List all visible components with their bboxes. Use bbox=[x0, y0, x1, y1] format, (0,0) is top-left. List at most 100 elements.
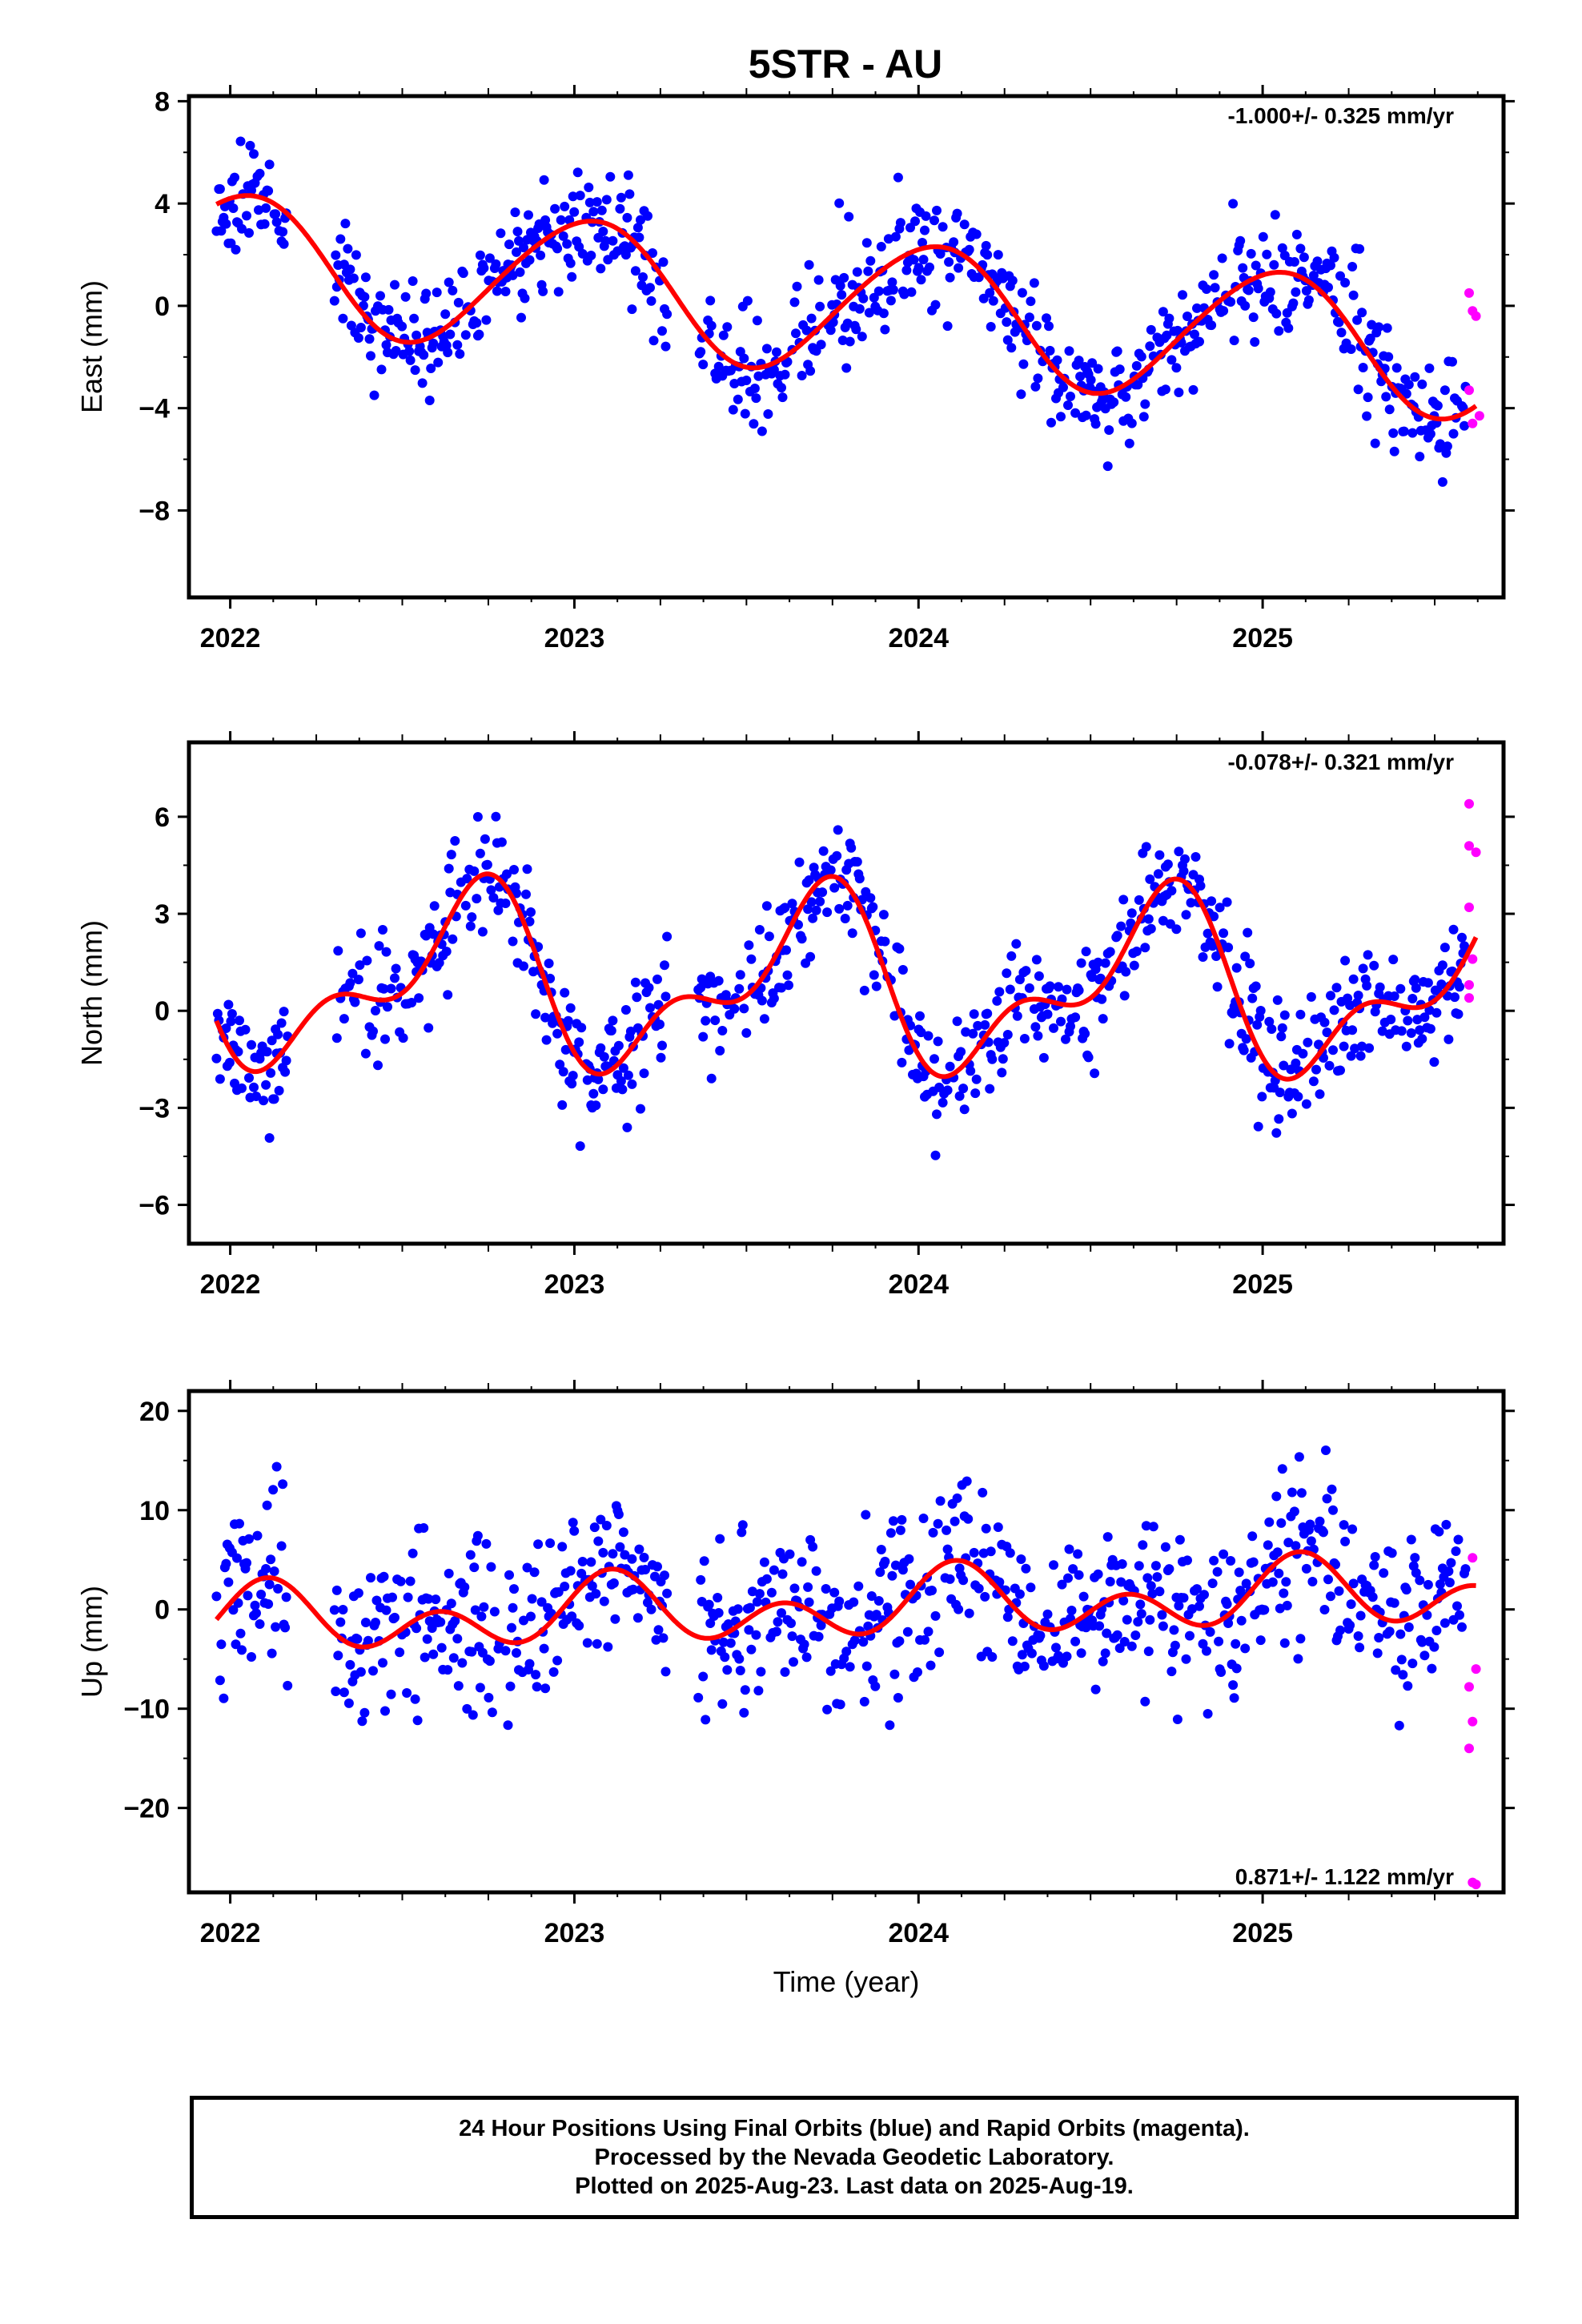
final-point bbox=[1369, 960, 1379, 971]
final-point bbox=[746, 1644, 757, 1655]
final-point bbox=[772, 1626, 781, 1637]
final-point bbox=[1198, 952, 1208, 962]
final-point bbox=[1353, 1631, 1363, 1641]
final-point bbox=[355, 1667, 366, 1677]
final-point bbox=[739, 1707, 749, 1718]
final-point bbox=[577, 248, 588, 259]
final-point bbox=[1301, 1563, 1311, 1574]
final-point bbox=[1052, 355, 1062, 365]
final-point bbox=[1042, 1009, 1053, 1019]
final-point bbox=[235, 136, 246, 147]
final-point bbox=[271, 1622, 281, 1632]
final-point bbox=[1274, 326, 1284, 336]
final-point bbox=[569, 207, 580, 217]
final-point bbox=[1158, 915, 1168, 926]
final-point bbox=[921, 211, 931, 221]
final-point bbox=[338, 1605, 348, 1614]
y-axis-label: Up (mm) bbox=[75, 1586, 108, 1698]
final-point bbox=[1203, 1709, 1213, 1719]
final-point bbox=[1331, 1559, 1340, 1570]
final-point bbox=[970, 1088, 981, 1099]
final-point bbox=[876, 242, 886, 251]
final-point bbox=[1450, 992, 1460, 1003]
final-point bbox=[828, 317, 838, 328]
final-point bbox=[1162, 330, 1172, 340]
final-point bbox=[1141, 1521, 1151, 1531]
final-point bbox=[1403, 1681, 1413, 1691]
final-point bbox=[247, 1652, 256, 1662]
final-point bbox=[601, 1521, 612, 1530]
y-tick-label: 4 bbox=[155, 189, 170, 219]
final-point bbox=[1202, 1646, 1211, 1656]
final-point bbox=[403, 1592, 413, 1602]
final-point bbox=[1119, 991, 1130, 1001]
final-point bbox=[722, 1665, 733, 1675]
final-point bbox=[932, 1109, 942, 1120]
final-point bbox=[586, 1557, 596, 1567]
final-point bbox=[787, 1631, 797, 1642]
final-point bbox=[1372, 1648, 1383, 1659]
final-point bbox=[797, 371, 807, 380]
final-point bbox=[1153, 869, 1163, 879]
final-point bbox=[753, 1686, 764, 1696]
plot-frame bbox=[187, 1389, 1506, 1895]
final-point bbox=[568, 1071, 578, 1081]
final-point bbox=[1070, 1636, 1081, 1647]
x-tick-label: 2022 bbox=[200, 1269, 261, 1300]
final-point bbox=[878, 308, 889, 319]
final-point bbox=[244, 227, 254, 238]
final-point bbox=[861, 238, 872, 248]
rapid-point bbox=[1474, 411, 1484, 421]
final-point bbox=[1148, 1522, 1158, 1532]
final-point bbox=[959, 219, 970, 230]
final-point bbox=[1283, 323, 1294, 333]
final-point bbox=[1275, 1088, 1285, 1098]
final-point bbox=[589, 1522, 600, 1533]
final-point bbox=[440, 309, 451, 320]
final-point bbox=[1219, 1549, 1229, 1559]
final-point bbox=[1328, 1505, 1338, 1515]
final-point bbox=[1384, 1626, 1395, 1637]
final-point bbox=[1236, 1615, 1247, 1626]
final-point bbox=[450, 836, 460, 846]
final-point bbox=[873, 286, 884, 296]
final-point bbox=[754, 1589, 765, 1599]
final-point bbox=[869, 970, 879, 980]
final-point bbox=[237, 1645, 247, 1655]
final-point bbox=[557, 1100, 568, 1110]
final-point bbox=[1308, 271, 1319, 280]
final-point bbox=[861, 1510, 871, 1520]
final-point bbox=[503, 1720, 513, 1731]
final-point bbox=[813, 275, 824, 285]
final-point bbox=[786, 1618, 796, 1628]
final-point bbox=[934, 1647, 945, 1658]
final-point bbox=[971, 229, 982, 239]
final-orbit-points bbox=[211, 1445, 1471, 1731]
final-point bbox=[954, 1604, 964, 1614]
final-point bbox=[1305, 1519, 1315, 1530]
final-point bbox=[1019, 1034, 1030, 1043]
footer-line-2: Processed by the Nevada Geodetic Laborat… bbox=[594, 2145, 1114, 2170]
x-tick-label: 2023 bbox=[544, 1269, 605, 1300]
final-point bbox=[412, 1623, 422, 1634]
final-point bbox=[1164, 313, 1174, 324]
final-point bbox=[701, 1715, 711, 1725]
final-point bbox=[985, 1084, 995, 1094]
final-point bbox=[1417, 1637, 1427, 1647]
final-point bbox=[704, 1599, 714, 1610]
final-point bbox=[267, 1035, 277, 1046]
final-point bbox=[1093, 1569, 1103, 1579]
final-point bbox=[715, 1534, 725, 1544]
final-point bbox=[519, 1615, 528, 1626]
final-point bbox=[548, 1667, 559, 1677]
final-point bbox=[1419, 1651, 1430, 1661]
final-point bbox=[240, 1024, 251, 1035]
final-point bbox=[259, 219, 270, 229]
final-point bbox=[596, 1514, 606, 1525]
final-point bbox=[1030, 1022, 1041, 1032]
rapid-point bbox=[1471, 311, 1481, 321]
final-point bbox=[599, 1596, 609, 1606]
rapid-point bbox=[1464, 385, 1474, 396]
final-point bbox=[408, 276, 418, 286]
final-point bbox=[653, 1625, 664, 1635]
